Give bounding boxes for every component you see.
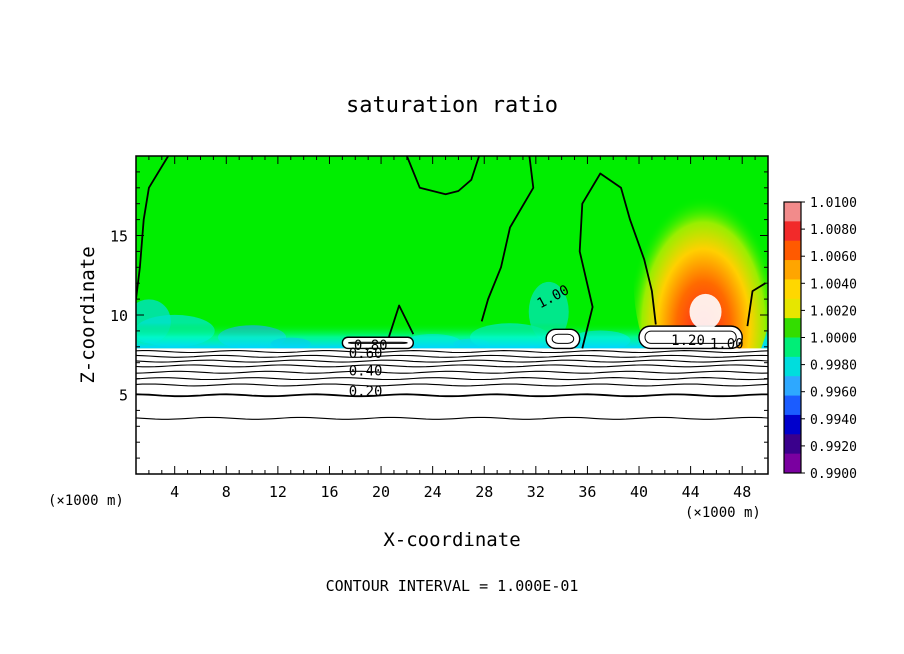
colorbar-segment <box>784 337 801 358</box>
contour-line-1.00 <box>136 156 169 300</box>
x-tick-label: 40 <box>630 483 648 501</box>
x-tick-label: 28 <box>475 483 493 501</box>
x-unit-right: (×1000 m) <box>685 505 761 521</box>
cloud-inner-contour <box>347 341 408 344</box>
x-tick-label: 48 <box>733 483 751 501</box>
contour-line <box>136 377 768 381</box>
contour-line <box>136 364 768 368</box>
contour-line-1.00 <box>578 172 657 349</box>
colorbar-segment <box>784 202 801 222</box>
contour-line <box>136 383 768 387</box>
y-tick-label: 5 <box>119 387 128 405</box>
cloud-inner-contour <box>551 333 575 344</box>
plot-area: 1.001.20 1.000.800.600.400.20 <box>136 156 768 474</box>
contour-line-1.00 <box>480 156 535 322</box>
x-axis-ticks: 4 8 12 16 20 24 28 32 36 40 44 48 <box>135 156 769 501</box>
colorbar-segment <box>784 356 801 377</box>
x-tick-label: 36 <box>578 483 596 501</box>
colorbar-tick-label: 0.9940 <box>810 413 857 428</box>
colorbar-segment <box>784 221 801 242</box>
cloud-box <box>638 325 743 350</box>
contour-line-1.00 <box>746 282 766 327</box>
x-tick-label: 16 <box>320 483 338 501</box>
contour-labels: 1.001.20 1.000.800.600.400.20 <box>349 282 744 400</box>
colorbar-segment <box>784 376 801 397</box>
cloud-boxes <box>341 325 743 350</box>
contour-label: 0.40 <box>349 363 383 379</box>
colorbar-tick-label: 0.9920 <box>810 440 857 455</box>
colorbar-segment <box>784 260 801 280</box>
y-axis-label: Z-coordinate <box>77 246 99 383</box>
contour-label: 0.20 <box>349 384 383 400</box>
colorbar-tick-label: 0.9960 <box>810 386 857 401</box>
cloud-box <box>545 328 581 350</box>
plume-core <box>689 293 722 330</box>
colorbar-tick-label: 1.0020 <box>810 304 857 319</box>
colorbar-tick-label: 1.0040 <box>810 277 857 292</box>
y-tick-label: 10 <box>110 307 128 325</box>
x-tick-label: 12 <box>269 483 287 501</box>
contour-line <box>136 393 768 398</box>
chart-title: saturation ratio <box>346 93 558 118</box>
colorbar-tick-label: 0.9980 <box>810 359 857 374</box>
colorbar: 1.0100 1.0080 1.0060 1.0040 1.0020 1.0000 0.99… <box>783 196 857 482</box>
colorbar-segment <box>784 240 801 261</box>
x-tick-label: 8 <box>222 483 231 501</box>
contour-line <box>136 354 768 358</box>
contour-line <box>136 350 768 354</box>
contour-line <box>136 370 768 374</box>
y-axis-ticks: 5 10 15 <box>110 171 768 459</box>
colorbar-tick-label: 0.9900 <box>810 467 857 482</box>
contour-label: 0.80 <box>354 338 388 354</box>
x-tick-label: 24 <box>424 483 442 501</box>
colorbar-segment <box>784 414 801 435</box>
x-unit-left: (×1000 m) <box>48 493 124 509</box>
x-tick-label: 32 <box>527 483 545 501</box>
contour-line <box>136 416 768 420</box>
colorbar-tick-label: 1.0100 <box>810 196 857 211</box>
contour-line <box>136 359 768 363</box>
contour-line-1.00 <box>387 304 415 338</box>
colorbar-tick-label: 1.0000 <box>810 332 857 347</box>
colorbar-segment <box>784 279 801 300</box>
contour-lines <box>136 156 768 420</box>
colorbar-segment <box>784 453 801 474</box>
colorbar-segment <box>784 395 801 416</box>
colorbar-tick-label: 1.0080 <box>810 223 857 238</box>
cloud-box <box>341 336 415 350</box>
contour-interval-note: CONTOUR INTERVAL = 1.000E-01 <box>326 577 579 595</box>
subsaturated-region <box>136 348 768 474</box>
contour-line-1.00 <box>406 156 480 196</box>
colorbar-segment <box>784 434 801 455</box>
x-axis-label: X-coordinate <box>383 529 520 551</box>
x-tick-label: 20 <box>372 483 390 501</box>
colorbar-tick-label: 1.0060 <box>810 250 857 265</box>
contour-label: 1.00 <box>710 336 744 352</box>
y-tick-label: 15 <box>110 228 128 246</box>
contour-label: 1.20 <box>671 333 705 349</box>
cloud-inner-contour <box>644 330 737 344</box>
x-tick-label: 44 <box>682 483 700 501</box>
contour-label: 0.60 <box>349 346 383 362</box>
x-tick-label: 4 <box>170 483 179 501</box>
colorbar-segment <box>784 298 801 319</box>
colorbar-segment <box>784 318 801 338</box>
